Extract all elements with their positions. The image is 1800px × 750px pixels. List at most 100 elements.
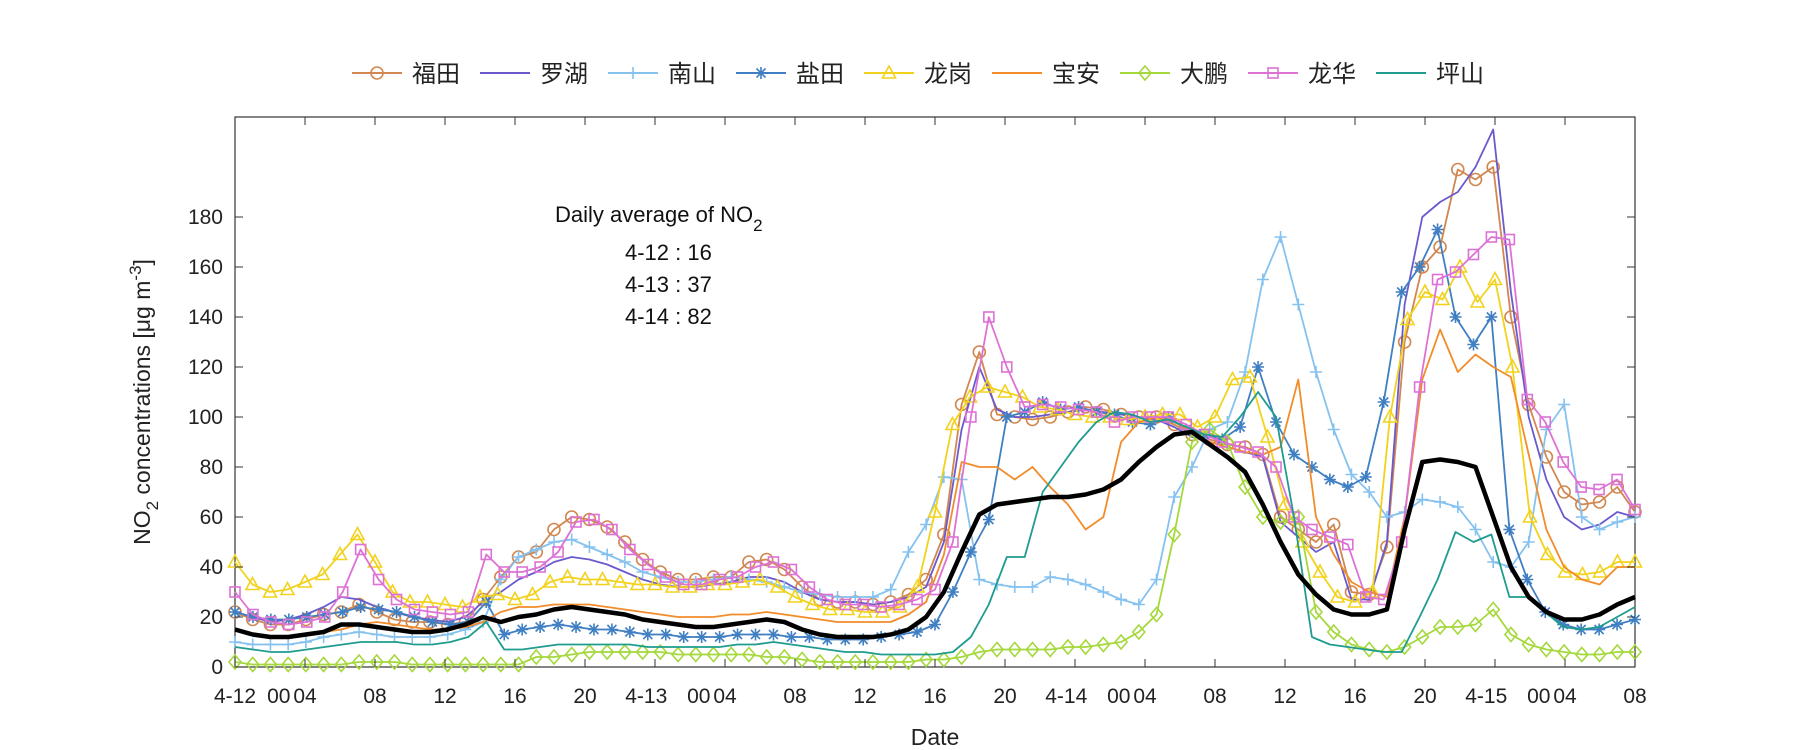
data-point [1468,172,1483,187]
data-point [1096,636,1111,653]
data-point [1575,481,1587,493]
data-point [1521,393,1534,406]
data-point [264,638,277,651]
data-point [444,618,457,631]
data-point [600,643,615,661]
data-point [606,523,618,536]
series-layer [227,128,1643,673]
data-point [480,548,493,561]
data-point [1451,501,1464,513]
data-point [1309,535,1323,549]
data-point [1467,248,1480,261]
data-point [351,653,367,671]
data-point [1252,446,1264,458]
data-point [881,64,897,79]
legend-label: 龙岗 [924,60,972,88]
legend-item: 龙华 [1248,60,1356,88]
legend-label: 盐田 [796,60,844,88]
data-point [1220,433,1235,451]
data-point [298,656,313,673]
data-point [281,656,296,673]
data-point [1216,433,1229,446]
legend-label: 南山 [668,60,716,88]
data-point [659,628,672,641]
x-tick-label: 08 [1623,685,1646,708]
data-point [426,616,439,628]
y-tick-label: 40 [200,556,223,579]
data-point [390,606,403,618]
data-point [1413,381,1426,393]
data-point [1467,338,1480,351]
data-point [812,653,827,671]
series-line [234,266,1635,613]
data-point [601,548,614,561]
data-point [476,656,491,673]
data-point [1575,511,1588,523]
y-axis-title-part: NO [129,510,155,545]
data-point [695,631,708,643]
data-point [1485,231,1498,243]
data-point [353,626,366,638]
data-point [372,573,385,586]
data-point [369,653,384,671]
data-point [635,643,650,661]
data-point [246,611,259,623]
data-point [1397,638,1412,656]
data-point [1184,433,1200,451]
data-point [1434,496,1447,508]
data-point [530,543,543,556]
y-axis-title-part: -3 [126,265,145,280]
data-point [336,586,349,598]
data-point [724,646,739,663]
data-point [314,565,331,581]
data-point [440,656,455,673]
data-point [1377,396,1390,408]
data-point [552,618,565,631]
annotation-line: 4-13 : 37 [625,272,712,297]
data-point [349,525,366,541]
data-point [1610,643,1625,661]
data-point [1521,636,1536,653]
data-point [677,578,690,591]
data-point [1469,523,1482,536]
data-point [246,638,259,651]
data-point [1072,401,1085,413]
data-point [1049,400,1066,416]
series-line [234,391,1636,656]
data-point [1593,623,1606,636]
data-point [1234,441,1246,453]
data-point [534,621,547,633]
x-tick-label: 00 [687,685,710,708]
data-point [944,415,961,431]
data-point [587,623,600,636]
data-point [989,641,1005,658]
x-tick-label: 04 [1133,685,1157,708]
data-point [422,656,437,673]
data-point [1054,401,1067,413]
data-point [1238,478,1253,496]
series-line [234,128,1636,623]
data-point [866,591,879,603]
data-point [1362,641,1377,658]
data-point [954,648,969,666]
data-point [1611,473,1623,486]
data-point [1131,623,1146,641]
data-point [534,561,546,573]
data-point [1043,410,1057,424]
data-point [618,556,631,568]
data-point [1380,511,1393,523]
data-point [1522,508,1538,523]
data-point [1144,418,1157,431]
data-point [1431,273,1444,286]
data-point [929,618,941,631]
data-point [1486,601,1501,618]
y-tick-label: 100 [188,406,223,429]
data-point [927,503,943,518]
data-point [731,571,744,583]
data-point [893,628,906,641]
series-宝安 [234,328,1635,638]
data-point [623,626,636,638]
data-point [1172,405,1188,421]
data-point [265,616,277,628]
